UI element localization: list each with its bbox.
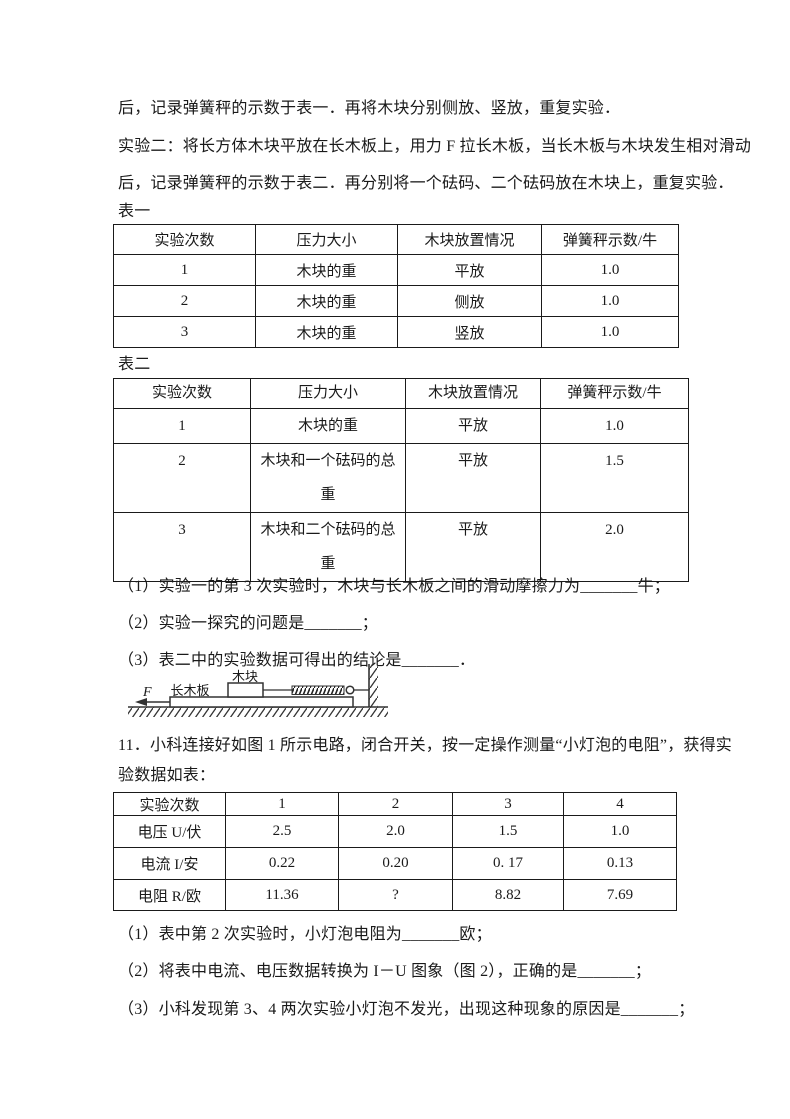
force-label: F [142,685,152,700]
table-header-cell: 木块放置情况 [397,224,542,255]
table-cell: 7.69 [563,879,677,911]
q11-item-1: （1）表中第 2 次实验时，小灯泡电阻为_______欧； [118,926,492,943]
table-header-cell: 实验次数 [113,378,251,409]
q11-item-2: （2）将表中电流、电压数据转换为 I－U 图象（图 2），正确的是_______… [118,963,652,980]
table-cell: 木块的重 [250,408,406,444]
table-row: 3 木块和二个砝码的总重 平放 2.0 [113,512,689,582]
figure-ground-hatch [128,707,388,717]
table-cell: 侧放 [397,285,542,317]
table-cell: 木块的重 [255,285,398,317]
table-cell: 8.82 [452,879,564,911]
table-header-cell: 实验次数 [113,224,256,255]
q10-item-1: （1）实验一的第 3 次实验时，木块与长木板之间的滑动摩擦力为_______牛； [118,578,671,595]
table-cell: 1.0 [541,285,679,317]
table-row: 电压 U/伏 2.5 2.0 1.5 1.0 [113,815,677,848]
table-row: 电流 I/安 0.22 0.20 0. 17 0.13 [113,847,677,880]
table-cell: 3 [113,316,256,348]
q10-item-2: （2）实验一探究的问题是_______； [118,615,379,632]
table-cell: 0. 17 [452,847,564,880]
table-row: 2 木块的重 侧放 1.0 [113,285,679,317]
table-header-cell: 电流 I/安 [113,847,226,880]
table-cell: 1.5 [540,443,689,513]
table-cell: 11.36 [225,879,339,911]
table-header-cell: 电压 U/伏 [113,815,226,848]
table-cell: 1.5 [452,815,564,848]
table-cell: 2 [338,792,453,816]
intro-line-1: 后，记录弹簧秤的示数于表一．再将木块分别侧放、竖放，重复实验． [118,100,621,117]
table-cell: 1.0 [541,254,679,286]
block-label: 木块 [232,669,258,684]
table-cell: 1.0 [563,815,677,848]
table-cell: 平放 [397,254,542,286]
figure-spring-ring [345,685,355,695]
table-cell: 2.5 [225,815,339,848]
table-cell: 1.0 [541,316,679,348]
table-header-cell: 压力大小 [250,378,406,409]
table-cell: 2 [113,443,251,513]
table-cell: ? [338,879,453,911]
table-cell: 0.20 [338,847,453,880]
intro-line-2: 实验二：将长方体木块平放在长木板上，用力 F 拉长木板，当长木板与木块发生相对滑… [118,138,752,155]
table1-caption: 表一 [118,203,151,220]
table-cell: 1 [225,792,339,816]
table-cell: 3 [113,512,251,582]
friction-table-1: 实验次数 压力大小 木块放置情况 弹簧秤示数/牛 1 木块的重 平放 1.0 2… [113,224,679,348]
table-cell: 平放 [405,408,541,444]
table-row: 1 木块的重 平放 1.0 [113,254,679,286]
table-cell: 2 [113,285,256,317]
table2-caption: 表二 [118,356,151,373]
force-arrow-head [135,698,147,706]
table-cell: 平放 [405,443,541,513]
table-cell: 1.0 [540,408,689,444]
table-cell: 1 [113,408,251,444]
table-cell: 木块和一个砝码的总重 [250,443,406,513]
table-cell: 4 [563,792,677,816]
table-cell: 2.0 [540,512,689,582]
table-header-cell: 实验次数 [113,792,226,816]
table-cell: 2.0 [338,815,453,848]
figure-spring-scale-body [291,685,345,695]
table-row: 电阻 R/欧 11.36 ? 8.82 7.69 [113,879,677,911]
table-cell: 平放 [405,512,541,582]
figure-wall-hatch [369,664,378,707]
table-header-cell: 压力大小 [255,224,398,255]
table-header-cell: 弹簧秤示数/牛 [540,378,689,409]
figure-long-board [169,696,354,708]
table-cell: 3 [452,792,564,816]
experiment-figure: F 长木板 木块 [128,664,388,717]
table-header-cell: 木块放置情况 [405,378,541,409]
figure-wood-block [227,682,264,698]
table-header-row: 实验次数 压力大小 木块放置情况 弹簧秤示数/牛 [113,378,689,409]
table-header-cell: 电阻 R/欧 [113,879,226,911]
q11-intro-line-2: 验数据如表： [118,767,216,784]
table-row: 实验次数 1 2 3 4 [113,792,677,816]
q11-item-3: （3）小科发现第 3、4 两次实验小灯泡不发光，出现这种现象的原因是______… [118,1001,695,1018]
table-row: 3 木块的重 竖放 1.0 [113,316,679,348]
table-cell: 木块和二个砝码的总重 [250,512,406,582]
table-cell: 木块的重 [255,316,398,348]
table-header-row: 实验次数 压力大小 木块放置情况 弹簧秤示数/牛 [113,224,679,255]
table-cell: 0.22 [225,847,339,880]
friction-table-2: 实验次数 压力大小 木块放置情况 弹簧秤示数/牛 1 木块的重 平放 1.0 2… [113,378,689,582]
bulb-resistance-table: 实验次数 1 2 3 4 电压 U/伏 2.5 2.0 1.5 1.0 电流 I… [113,792,677,911]
table-cell: 木块的重 [255,254,398,286]
table-cell: 0.13 [563,847,677,880]
table-header-cell: 弹簧秤示数/牛 [541,224,679,255]
table-row: 2 木块和一个砝码的总重 平放 1.5 [113,443,689,513]
q11-intro-line-1: 11．小科连接好如图 1 所示电路，闭合开关，按一定操作测量“小灯泡的电阻”，获… [118,737,733,754]
q10-item-3: （3）表二中的实验数据可得出的结论是_______． [118,652,476,669]
table-cell: 1 [113,254,256,286]
board-label: 长木板 [170,683,209,698]
table-cell: 竖放 [397,316,542,348]
intro-line-3: 后，记录弹簧秤的示数于表二．再分别将一个砝码、二个砝码放在木块上，重复实验． [118,175,734,192]
table-row: 1 木块的重 平放 1.0 [113,408,689,444]
